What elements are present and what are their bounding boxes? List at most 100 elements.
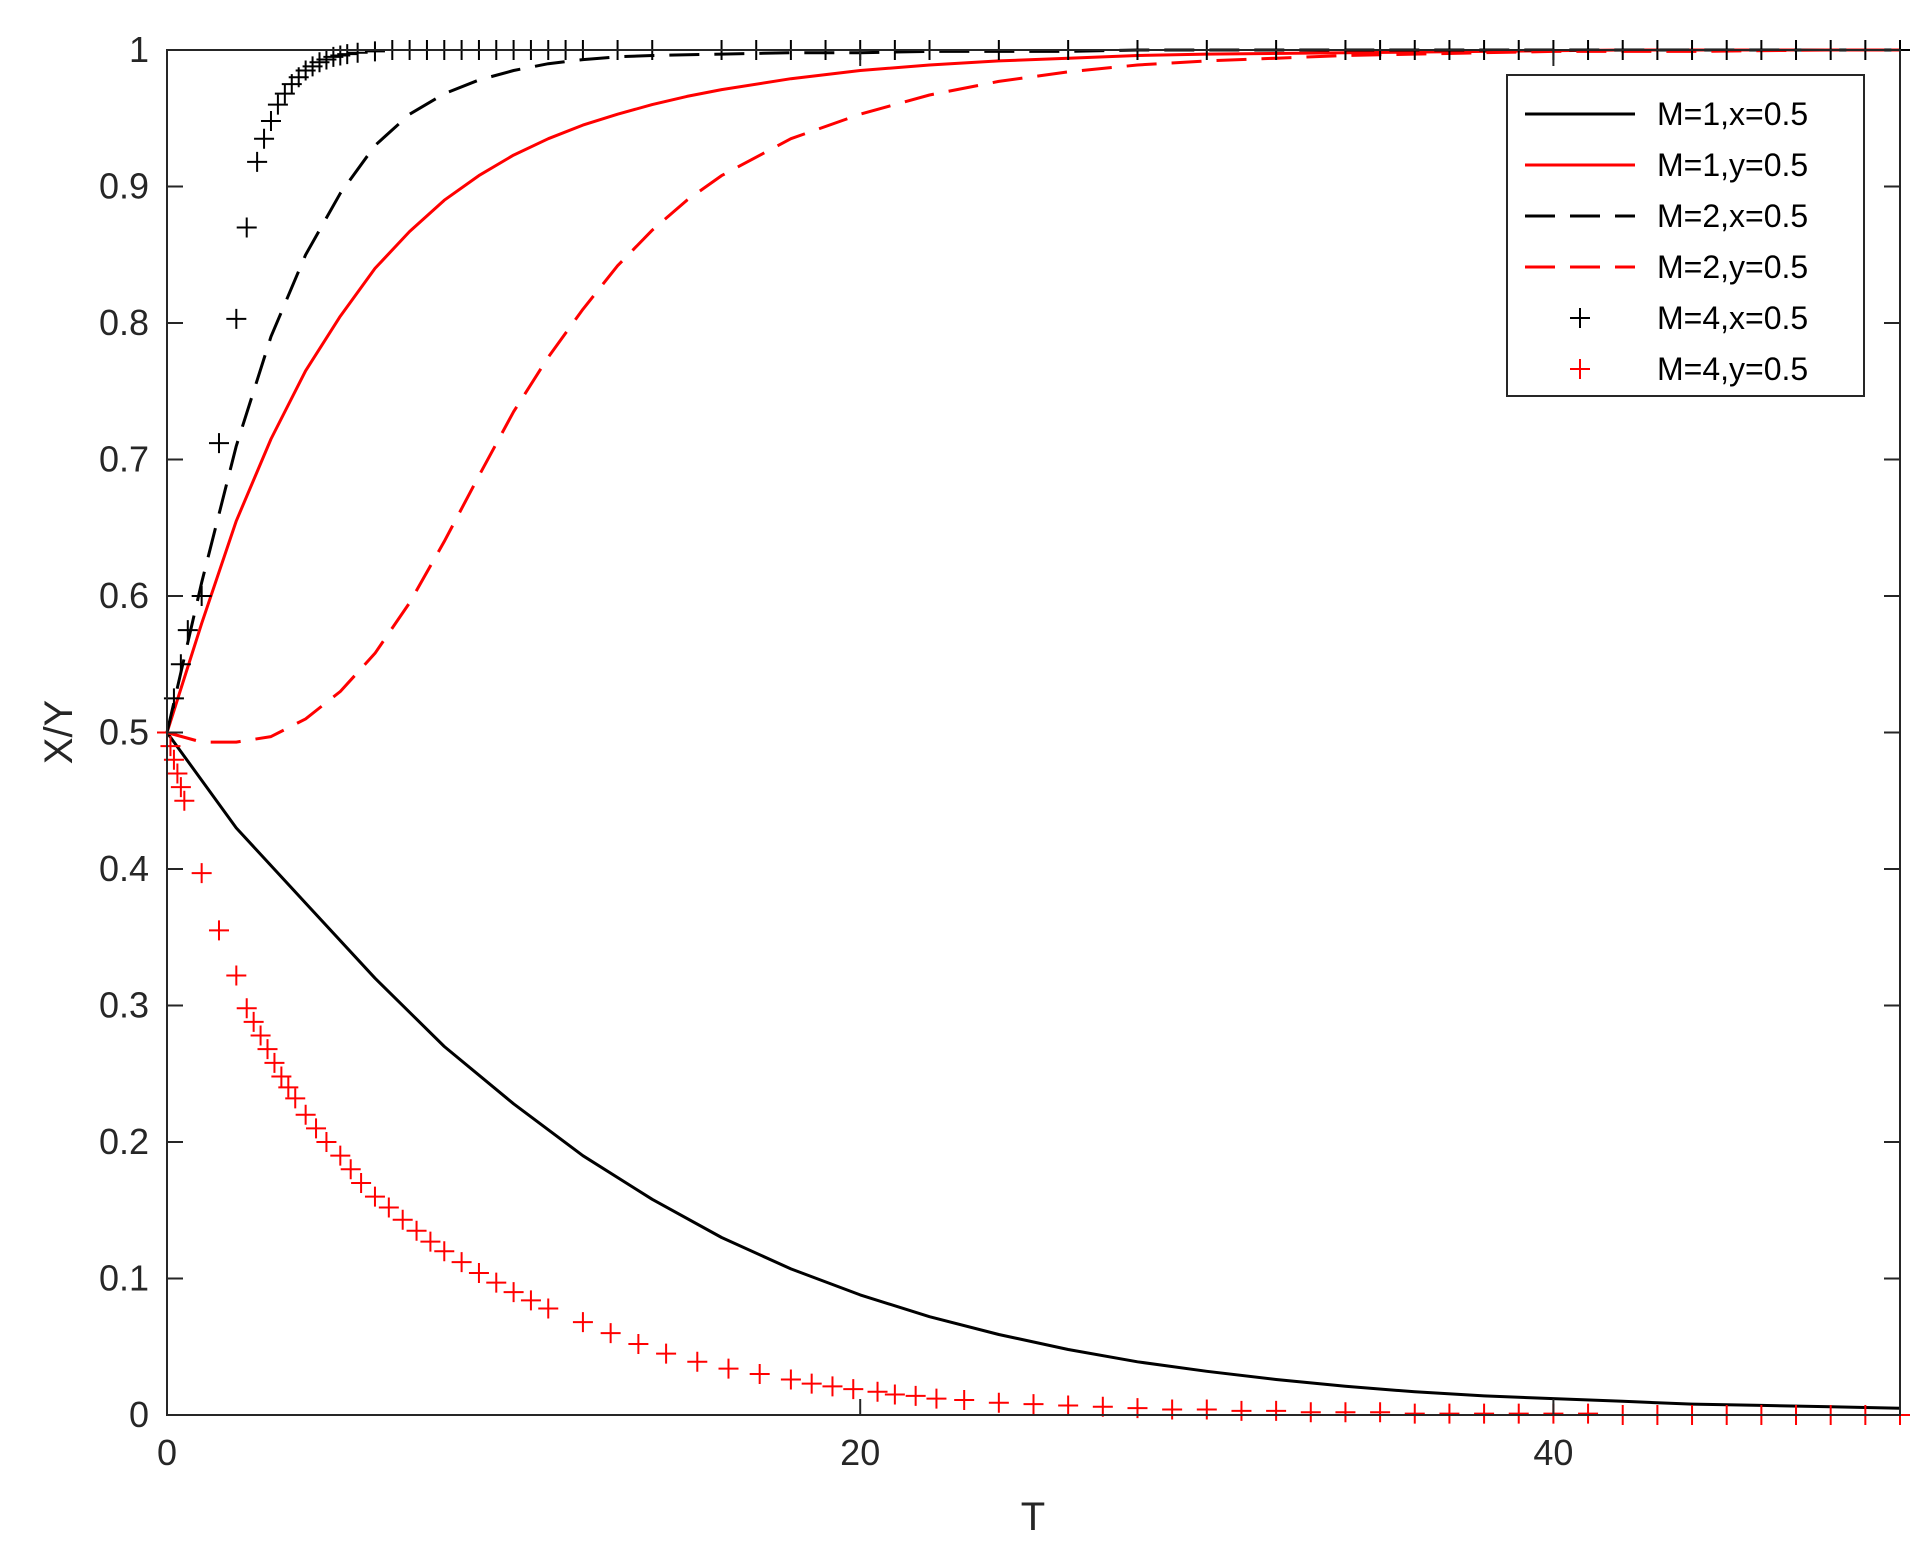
data-point [687,1351,708,1372]
y-tick-label: 0.4 [99,848,149,889]
data-point [954,1389,975,1410]
y-tick-label: 0.2 [99,1121,149,1162]
data-point [330,1145,351,1166]
data-point [364,1186,385,1207]
y-tick-label: 0.9 [99,166,149,207]
data-point [271,1066,292,1087]
data-point [572,1312,593,1333]
data-point [260,110,281,131]
y-tick-label: 0.7 [99,439,149,480]
data-point [208,433,229,454]
legend-label: M=1,y=0.5 [1657,147,1808,183]
y-tick-label: 0.6 [99,575,149,616]
legend-label: M=1,x=0.5 [1657,96,1808,132]
y-tick-label: 0.3 [99,985,149,1026]
y-tick-label: 0 [129,1394,149,1435]
data-point [285,1088,306,1109]
data-point [1508,1403,1529,1424]
legend-item: M=2,y=0.5 [1525,249,1808,285]
data-point [226,965,247,986]
data-point [1196,1399,1217,1420]
series-line [165,731,1901,1410]
data-point [364,41,385,62]
data-point [1404,1403,1425,1424]
y-axis-title: X/Y [37,700,81,764]
legend-item: M=2,x=0.5 [1525,198,1808,234]
data-point [1578,1403,1599,1424]
legend-marker [1570,308,1590,328]
axes-layer: 0 20 40 0 0.1 0.2 0.3 0.4 0.5 0.6 0.7 0.8 0.9 1 [99,29,1900,1473]
data-point [867,1381,888,1402]
x-tick-label: 40 [1533,1432,1573,1473]
series-m-1-y-0-5 [165,48,1900,733]
data-point [406,1220,427,1241]
x-axis-title: T [1021,1495,1045,1539]
legend-label: M=4,y=0.5 [1657,351,1808,387]
data-point [243,1011,264,1032]
data-point [451,1252,472,1273]
data-point [208,920,229,941]
legend-item: M=4,x=0.5 [1570,300,1808,336]
data-point [905,1385,926,1406]
legend-label: M=4,x=0.5 [1657,300,1808,336]
x-tick-label: 20 [840,1432,880,1473]
data-point [247,151,268,172]
data-point [264,1052,285,1073]
y-tick-label: 0.8 [99,302,149,343]
data-point [295,1104,316,1125]
data-point [347,42,368,63]
data-point [257,1039,278,1060]
data-point [420,1231,441,1252]
data-point [267,94,288,115]
legend-item: M=1,y=0.5 [1525,147,1808,183]
data-point [167,763,188,784]
data-point [254,128,275,149]
data-point [236,998,257,1019]
data-point [316,1132,337,1152]
data-point [520,1290,541,1311]
legend-marker [1570,359,1590,379]
data-point [843,1379,864,1400]
data-point [226,308,247,329]
data-point [236,217,257,238]
legend: M=1,x=0.5 M=1,y=0.5 M=2,x=0.5 M=2,y=0.5 M=4,… [1506,74,1865,397]
data-point [988,1392,1009,1413]
data-point [486,1272,507,1293]
data-point [174,790,195,811]
data-point [160,736,181,757]
data-point [822,1376,843,1397]
legend-item: M=4,y=0.5 [1570,351,1808,387]
data-point [503,1282,524,1303]
data-point [1231,1400,1252,1421]
data-point [538,1298,559,1319]
data-point [1266,1400,1287,1421]
data-point [468,1263,489,1284]
data-point [718,1358,739,1379]
series-line [165,48,1900,733]
data-point [278,1077,299,1098]
data-point [392,1209,413,1230]
series-m-2-y-0-5 [166,48,1900,744]
data-point [926,1388,947,1409]
data-point [780,1369,801,1390]
y-tick-label: 0.5 [99,712,149,753]
y-tick-label: 1 [129,29,149,70]
data-point [884,1384,905,1405]
data-point [600,1323,621,1344]
data-point [1162,1399,1183,1420]
series-line [166,48,1900,744]
x-tick-label: 0 [157,1432,177,1473]
legend-label: M=2,x=0.5 [1657,198,1808,234]
data-point [434,1241,455,1262]
legend-item: M=1,x=0.5 [1525,96,1808,132]
data-point [351,1172,372,1193]
data-point [337,44,358,65]
data-point [1335,1402,1356,1423]
data-point [191,863,212,884]
data-point [628,1334,649,1355]
data-point [250,1025,271,1046]
data-point [1370,1402,1391,1423]
data-point [191,586,212,606]
series-m-1-x-0-5 [165,731,1901,1410]
